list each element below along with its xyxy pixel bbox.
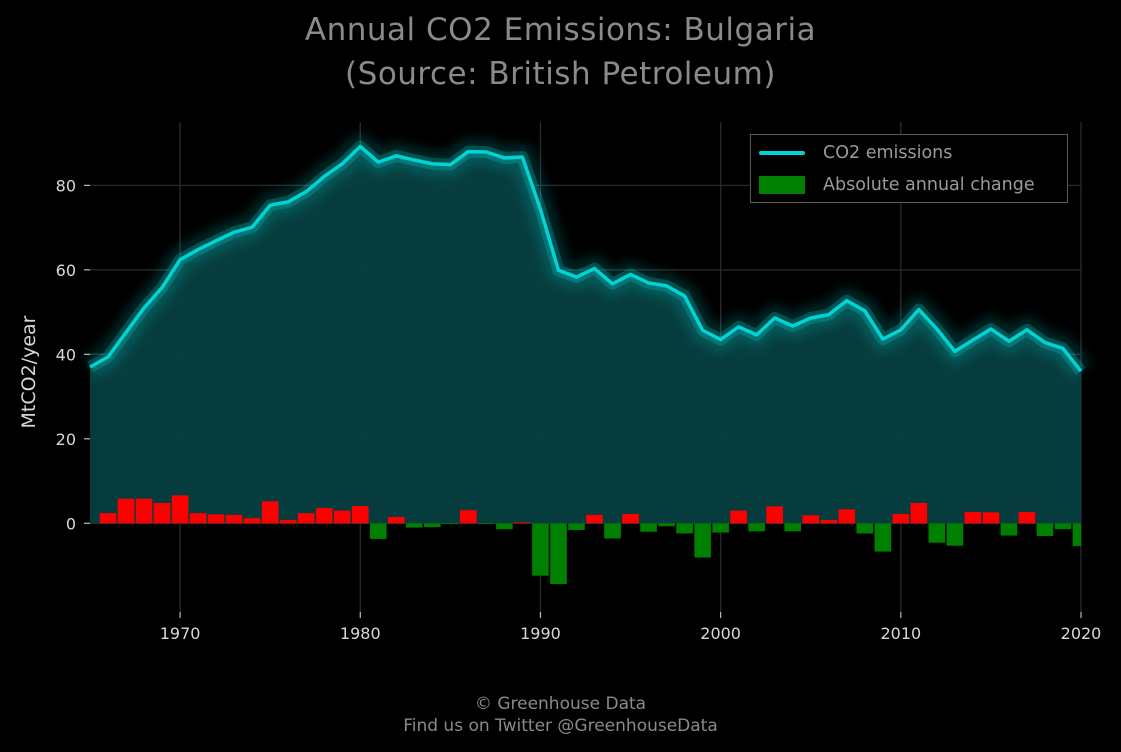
change-bar-2004 [784,523,801,532]
area-layer [90,146,1081,524]
change-bar-2013 [946,523,964,546]
change-bar-1969 [153,503,171,524]
change-bar-1995 [622,514,639,524]
change-bar-2020 [1072,523,1081,547]
tick-layer: 1970 1980 1990 2000 2010 2020 0 20 40 60 80 [56,176,1102,643]
change-bar-2010 [892,514,910,524]
legend-label-co2: CO2 emissions [823,143,953,163]
change-bar-2002 [748,523,765,532]
change-bar-1999 [694,523,711,558]
change-bar-1987 [478,523,495,525]
change-bar-2005 [802,515,820,524]
change-bar-1994 [604,523,621,539]
x-tick-label-2010: 2010 [880,624,921,643]
legend: CO2 emissions Absolute annual change [750,134,1068,203]
change-bar-2018 [1036,523,1054,536]
change-bar-2009 [874,523,892,552]
x-tick-label-2000: 2000 [700,624,741,643]
footer-copyright: © Greenhouse Data [474,694,647,714]
change-bar-1985 [442,523,459,525]
change-bar-1990 [532,523,549,576]
line-layer [83,133,1092,380]
change-bar-2011 [910,503,928,524]
change-bar-1989 [514,522,531,524]
change-bar-1979 [333,510,351,524]
change-bar-2001 [730,510,747,524]
legend-item-co2: CO2 emissions [759,141,952,165]
emissions-area [90,146,1081,524]
x-tick-label-2020: 2020 [1061,624,1102,643]
change-bar-1971 [189,513,207,524]
change-bar-1975 [261,501,279,524]
change-bar-1997 [658,523,675,527]
change-bar-1981 [370,523,387,539]
change-bar-2007 [838,509,856,524]
footer-twitter: Find us on Twitter @GreenhouseData [403,716,718,736]
change-bar-1983 [406,523,423,528]
emissions-line [89,144,1083,373]
change-bar-1980 [351,505,369,524]
y-tick-label-60: 60 [56,261,76,280]
change-bar-1993 [586,514,603,524]
change-bar-1988 [496,523,513,530]
change-bar-1982 [388,516,405,524]
change-bar-2012 [928,523,946,543]
x-tick-label-1970: 1970 [160,624,201,643]
change-bar-1968 [135,498,153,524]
change-bar-1984 [424,523,441,528]
change-bar-1972 [207,514,225,524]
change-bar-1967 [117,498,135,524]
change-bar-2000 [712,523,729,533]
y-axis-label: MtCO2/year [18,315,40,428]
chart-title-line2: (Source: British Petroleum) [345,56,776,92]
change-bar-2015 [982,512,1000,524]
change-bar-2016 [1000,523,1018,536]
change-bar-1978 [315,508,333,524]
x-tick-label-1990: 1990 [520,624,561,643]
bar-layer [99,495,1081,585]
legend-item-change: Absolute annual change [759,173,1035,197]
y-tick-label-80: 80 [56,176,76,195]
change-bar-1996 [640,523,657,532]
change-bar-1992 [568,523,585,531]
change-bar-1998 [676,523,693,534]
change-bar-2008 [856,523,874,534]
change-bar-1974 [243,518,261,524]
change-bar-1991 [550,523,567,585]
change-bar-2006 [820,519,838,524]
change-bar-1973 [225,514,243,524]
y-tick-label-20: 20 [56,430,76,449]
change-bar-1977 [297,513,315,524]
change-bar-1966 [99,513,117,524]
change-bar-2019 [1054,523,1072,530]
change-bar-1976 [279,519,297,524]
y-tick-label-40: 40 [56,345,76,364]
change-bar-2003 [766,506,783,524]
legend-line-swatch [759,151,805,155]
chart-title-line1: Annual CO2 Emissions: Bulgaria [304,12,817,48]
x-tick-label-1980: 1980 [340,624,381,643]
change-bar-2014 [964,511,982,524]
change-bar-1986 [460,510,477,524]
legend-bar-swatch [759,176,805,194]
legend-label-change: Absolute annual change [823,175,1035,195]
change-bar-2017 [1018,511,1036,524]
change-bar-1970 [171,495,189,524]
y-tick-label-0: 0 [66,514,76,533]
